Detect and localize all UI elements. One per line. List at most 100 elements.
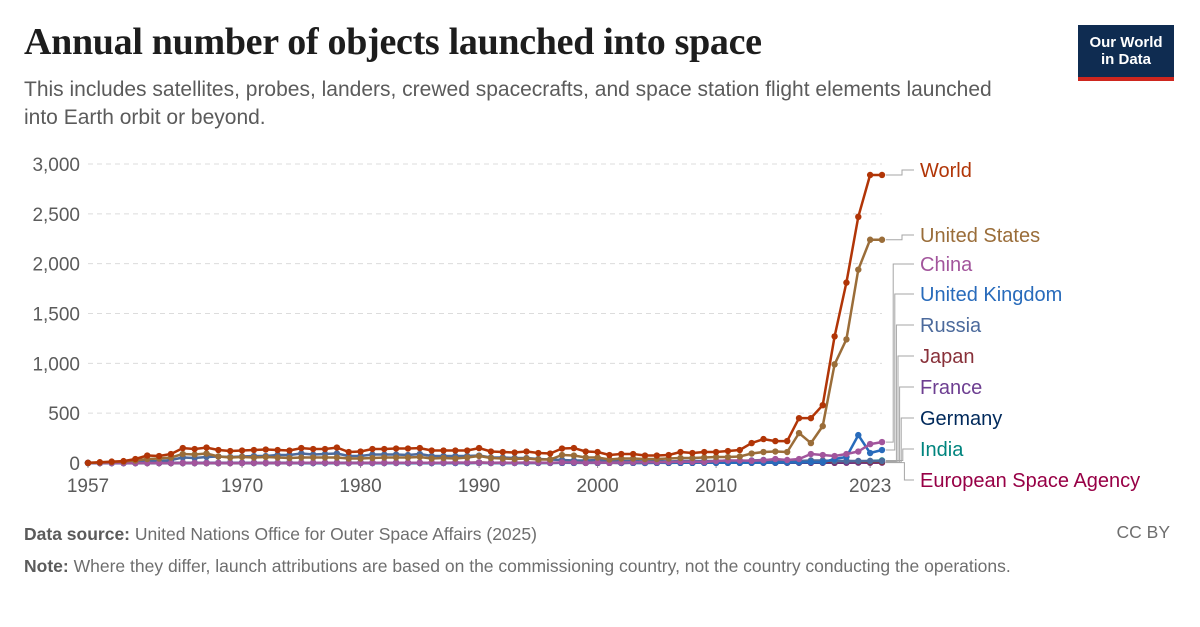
series-label[interactable]: United States: [920, 225, 1040, 247]
series-label[interactable]: China: [920, 254, 973, 276]
data-point: [215, 459, 222, 467]
data-point: [736, 446, 743, 454]
license-link[interactable]: CC BY: [1116, 522, 1170, 542]
data-point: [345, 448, 352, 456]
data-point: [238, 453, 246, 461]
grid-lines: [88, 163, 882, 464]
data-point: [855, 448, 862, 455]
data-point: [155, 452, 163, 460]
data-point: [191, 445, 198, 453]
data-point: [736, 453, 743, 460]
y-axis-tick-labels: 0 500 1,000 1,500 2,000 2,500 3,000: [32, 155, 80, 475]
series-world[interactable]: [84, 171, 886, 467]
series-label[interactable]: France: [920, 377, 982, 399]
data-point: [191, 459, 198, 467]
data-point: [345, 459, 352, 467]
data-point: [795, 429, 803, 437]
series-label[interactable]: United Kingdom: [920, 284, 1062, 306]
data-point: [475, 459, 483, 466]
label-connector: [886, 169, 914, 176]
data-point: [309, 459, 317, 466]
x-tick-label: 1980: [339, 476, 381, 497]
data-point: [203, 459, 210, 467]
data-point: [286, 454, 293, 462]
data-point: [701, 458, 708, 466]
x-tick-label: 2000: [576, 476, 618, 497]
data-point: [227, 447, 234, 455]
data-point: [215, 453, 222, 460]
note-text: Where they differ, launch attributions a…: [73, 556, 1011, 576]
data-point: [878, 446, 886, 454]
series-label[interactable]: European Space Agency: [920, 470, 1140, 492]
data-point: [594, 454, 601, 461]
data-point: [819, 401, 826, 409]
note-label: Note:: [24, 556, 69, 576]
data-point: [416, 459, 424, 467]
data-point: [689, 449, 696, 457]
data-point: [878, 236, 886, 243]
data-point: [582, 459, 589, 467]
label-connector: [886, 263, 914, 443]
data-point: [416, 444, 424, 452]
data-point: [606, 451, 613, 459]
y-tick-label: 0: [69, 454, 80, 475]
data-point: [144, 452, 151, 459]
data-point: [404, 454, 412, 461]
x-tick-label: 1990: [458, 476, 500, 497]
data-point: [772, 455, 779, 463]
data-point: [807, 459, 815, 466]
data-point: [428, 447, 435, 454]
series-label[interactable]: Japan: [920, 346, 975, 368]
data-point: [440, 459, 447, 466]
series-label[interactable]: World: [920, 160, 972, 182]
data-point: [618, 455, 625, 462]
data-point: [701, 454, 708, 461]
data-point: [546, 450, 554, 457]
data-point: [855, 266, 862, 273]
data-source-text[interactable]: United Nations Office for Outer Space Af…: [134, 524, 537, 544]
data-point: [96, 459, 104, 466]
label-connector: [886, 386, 914, 464]
data-point: [866, 440, 874, 448]
label-connector: [886, 234, 914, 241]
data-point: [132, 455, 139, 463]
data-point: [535, 456, 542, 463]
data-point: [298, 454, 305, 461]
y-tick-label: 2,000: [32, 255, 80, 276]
data-point: [250, 446, 258, 454]
data-point: [843, 279, 850, 286]
data-point: [333, 444, 341, 451]
data-point: [298, 459, 305, 466]
owid-logo[interactable]: Our World in Data: [1078, 25, 1174, 81]
series-label[interactable]: Germany: [920, 408, 1002, 430]
data-point: [606, 456, 613, 463]
y-tick-label: 1,000: [32, 354, 80, 375]
chart-title: Annual number of objects launched into s…: [24, 21, 762, 63]
data-point: [487, 448, 495, 455]
data-point: [653, 452, 661, 459]
data-point: [250, 454, 258, 461]
y-tick-label: 3,000: [32, 155, 80, 176]
series-united-states[interactable]: [84, 236, 886, 467]
data-point: [369, 459, 376, 467]
data-point: [783, 456, 791, 464]
y-tick-label: 500: [48, 404, 80, 425]
series-label[interactable]: India: [920, 439, 964, 461]
data-point: [831, 452, 838, 460]
data-point: [819, 459, 826, 466]
series-label[interactable]: Russia: [920, 315, 982, 337]
data-point: [570, 452, 578, 459]
data-point: [321, 459, 329, 467]
x-tick-label: 1957: [67, 476, 109, 497]
data-point: [866, 171, 874, 179]
data-point: [760, 448, 767, 456]
data-point: [724, 447, 732, 455]
data-point: [499, 455, 506, 462]
data-point: [321, 454, 329, 461]
data-point: [570, 444, 578, 452]
data-point: [558, 445, 566, 452]
data-point: [286, 459, 293, 467]
x-axis-tick-labels: 1957 1970 1980 1990 2000 2010 2023: [67, 463, 891, 497]
data-point: [203, 444, 210, 451]
data-point: [475, 444, 483, 452]
